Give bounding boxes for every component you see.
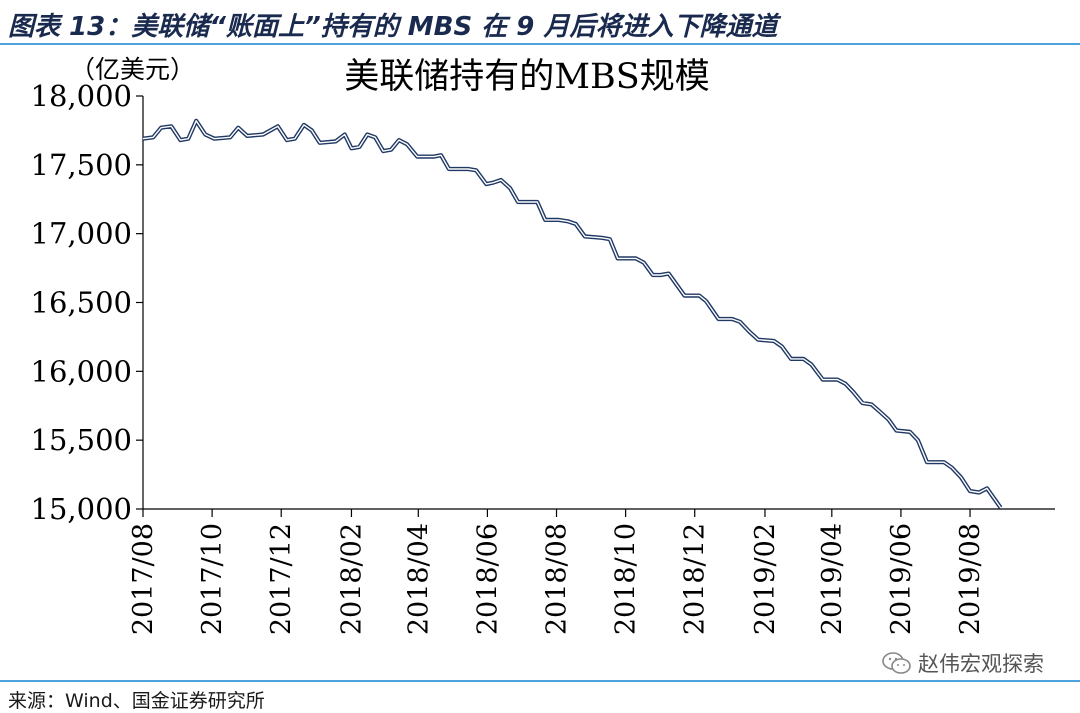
y-tick-label: 15,000 <box>31 492 132 526</box>
x-tick-label: 2017/08 <box>128 523 159 635</box>
header-rule <box>0 43 1080 45</box>
y-tick-label: 15,500 <box>31 423 132 457</box>
x-tick-label: 2019/06 <box>886 523 917 635</box>
x-tick-label: 2018/12 <box>680 523 711 635</box>
mbs-series-line <box>142 118 1003 509</box>
y-tick-label: 16,000 <box>31 354 132 388</box>
y-tick-label: 17,000 <box>31 217 132 251</box>
y-tick-label: 18,000 <box>31 79 132 113</box>
chart-title: 美联储持有的MBS规模 <box>344 57 710 97</box>
figure-header: 图表 13：美联储“账面上”持有的 MBS 在 9 月后将进入下降通道 <box>0 0 1080 44</box>
x-tick-label: 2018/02 <box>336 523 367 635</box>
x-tick-label: 2018/04 <box>403 523 434 635</box>
mbs-line-chart: 美联储持有的MBS规模 （亿美元） 15,000 15,500 16,000 16,500… <box>31 55 1055 635</box>
y-tick-label: 16,500 <box>31 286 132 320</box>
x-tick-label: 2018/10 <box>611 523 642 635</box>
watermark: 赵伟宏观探索 <box>882 648 1044 678</box>
footer-rule <box>0 680 1080 682</box>
wechat-icon <box>882 652 911 674</box>
x-tick-label: 2017/10 <box>197 523 228 635</box>
y-tick-label: 17,500 <box>31 148 132 182</box>
watermark-label: 赵伟宏观探索 <box>918 652 1044 676</box>
mbs-series-line-core <box>142 120 1002 509</box>
figure-title: 图表 13：美联储“账面上”持有的 MBS 在 9 月后将进入下降通道 <box>8 12 778 42</box>
x-tick-label: 2019/02 <box>750 523 781 635</box>
x-tick-label: 2018/06 <box>472 523 503 635</box>
y-axis-unit-label: （亿美元） <box>70 55 195 84</box>
x-tick-label: 2019/04 <box>817 523 848 635</box>
x-tick-label: 2019/08 <box>955 523 986 635</box>
source-note: 来源：Wind、国金证券研究所 <box>8 690 265 712</box>
x-tick-label: 2017/12 <box>266 523 297 635</box>
x-tick-label: 2018/08 <box>542 523 573 635</box>
